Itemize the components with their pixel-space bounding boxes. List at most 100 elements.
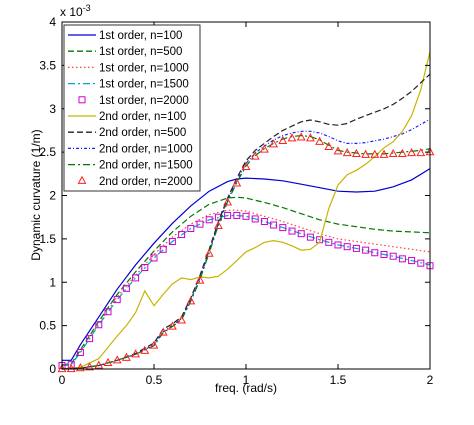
y-exponent-power: -3 <box>83 3 91 13</box>
x-axis-label: freq. (rad/s) <box>215 381 277 395</box>
data-point <box>223 197 233 206</box>
data-point <box>251 215 259 223</box>
legend-label: 2nd order, n=100 <box>99 111 186 123</box>
legend-item: 1st order, n=2000 <box>78 95 189 107</box>
data-point <box>121 352 131 361</box>
data-point <box>195 275 205 284</box>
legend-item: 1st order, n=100 <box>68 30 182 42</box>
y-tick-label: 3.5 <box>39 58 56 72</box>
data-point <box>416 147 426 157</box>
data-point <box>371 249 379 257</box>
legend-label: 2nd order, n=500 <box>99 127 186 139</box>
data-point <box>324 141 334 151</box>
data-point <box>76 349 84 357</box>
data-point <box>187 224 195 232</box>
data-point <box>334 241 342 249</box>
y-exponent-label: x 10-3 <box>60 3 91 19</box>
legend-item: 1st order, n=1500 <box>68 79 189 91</box>
data-point <box>150 254 158 262</box>
legend-item: 2nd order, n=1000 <box>68 143 193 155</box>
data-point <box>57 363 67 373</box>
y-tick-label: 2 <box>49 189 56 203</box>
series-1st-order-n-2000 <box>58 211 434 370</box>
data-point <box>178 231 186 239</box>
data-point <box>351 148 361 157</box>
data-point <box>342 147 352 157</box>
data-point <box>380 250 388 258</box>
data-point <box>159 245 167 253</box>
legend-marker <box>77 175 87 184</box>
series-1st-order-n-500 <box>61 196 431 366</box>
data-point <box>95 321 103 329</box>
y-tick-label: 1.5 <box>39 232 56 246</box>
data-point <box>388 148 398 157</box>
data-point <box>242 212 250 220</box>
data-point <box>259 144 269 153</box>
data-point <box>241 161 251 170</box>
ticks-layer: 0 0.5 1 1.5 2 0 0.5 1 1.5 2 2.5 3 3.5 4 <box>39 15 433 387</box>
data-point <box>86 335 94 343</box>
data-point <box>94 360 104 369</box>
data-point <box>279 224 287 232</box>
data-point <box>352 244 360 252</box>
series-2nd-order-n-2000 <box>57 132 435 373</box>
data-point <box>296 132 306 141</box>
x-tick-label: 1 <box>243 373 250 387</box>
data-point <box>213 220 223 229</box>
legend-marker <box>78 96 86 104</box>
data-point <box>250 151 260 160</box>
x-tick-label: 2 <box>427 373 434 387</box>
data-point <box>177 315 187 324</box>
data-point <box>397 148 407 157</box>
data-point <box>149 340 159 349</box>
data-point <box>113 296 121 304</box>
legend-label: 2nd order, n=1500 <box>99 160 193 172</box>
data-point <box>186 296 196 305</box>
data-point <box>315 136 325 145</box>
legend-item: 1st order, n=1000 <box>68 62 189 74</box>
data-point <box>167 321 177 330</box>
y-tick-label: 4 <box>49 15 56 29</box>
data-point <box>333 146 343 155</box>
series-line <box>61 196 431 366</box>
data-point <box>287 133 297 142</box>
x-tick-label: 0.5 <box>146 373 163 387</box>
data-point <box>398 255 406 263</box>
data-point <box>168 237 176 245</box>
data-point <box>85 362 95 371</box>
data-point <box>196 220 204 228</box>
data-point <box>288 227 296 235</box>
data-point <box>204 248 214 257</box>
series-line <box>61 209 431 367</box>
data-point <box>408 257 416 265</box>
series-layer <box>57 51 435 373</box>
legend-item: 2nd order, n=1500 <box>68 160 193 172</box>
data-point <box>407 147 417 157</box>
data-point <box>158 327 168 336</box>
data-point <box>306 233 314 241</box>
data-point <box>362 246 370 254</box>
legend-label: 1st order, n=100 <box>99 30 182 42</box>
legend-item: 2nd order, n=100 <box>68 111 186 123</box>
legend: 1st order, n=100 1st order, n=500 1st orde… <box>63 24 201 192</box>
data-point <box>305 133 315 142</box>
data-point <box>104 308 112 316</box>
legend-label: 1st order, n=1500 <box>99 79 189 91</box>
data-point <box>417 259 425 267</box>
data-point <box>233 211 241 219</box>
legend-box <box>63 24 201 192</box>
data-point <box>140 345 150 354</box>
legend-item: 1st order, n=500 <box>68 46 182 58</box>
data-point <box>122 284 130 292</box>
legend-item: 2nd order, n=500 <box>68 127 186 139</box>
data-point <box>141 264 149 272</box>
data-point <box>297 230 305 238</box>
legend-label: 2nd order, n=2000 <box>99 176 193 188</box>
data-point <box>379 149 389 158</box>
data-point <box>260 218 268 226</box>
data-point <box>278 135 288 144</box>
data-point <box>343 243 351 251</box>
data-point <box>131 349 141 358</box>
legend-label: 2nd order, n=1000 <box>99 143 193 155</box>
